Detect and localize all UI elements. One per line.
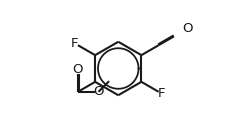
Text: O: O: [72, 63, 83, 76]
Text: F: F: [71, 37, 78, 50]
Text: F: F: [157, 87, 165, 100]
Text: O: O: [182, 22, 193, 35]
Text: O: O: [93, 85, 103, 98]
